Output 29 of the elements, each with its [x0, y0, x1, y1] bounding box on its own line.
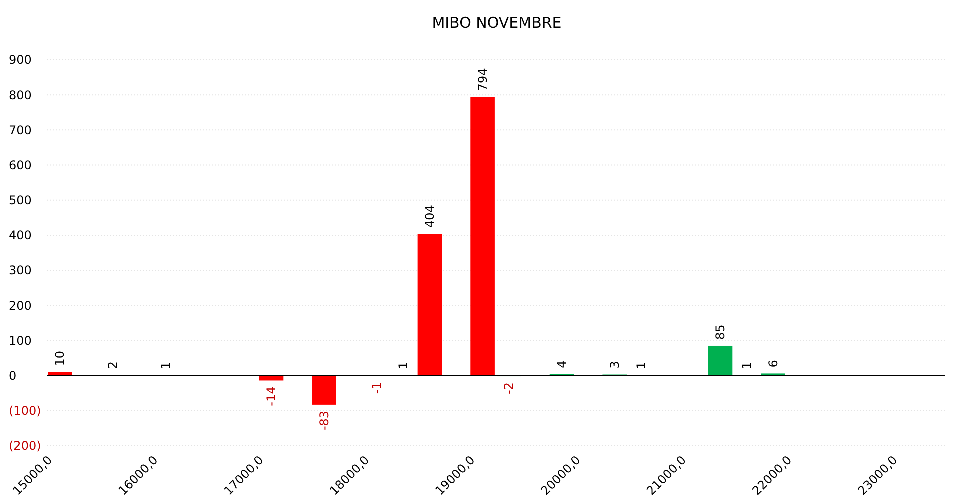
- data-label: -1: [370, 382, 384, 394]
- data-label: 10: [53, 351, 68, 366]
- y-tick-label: (100): [9, 404, 42, 418]
- chart-title: MIBO NOVEMBRE: [432, 14, 562, 32]
- data-label: 1: [740, 362, 754, 370]
- data-label: 1: [634, 362, 648, 370]
- y-tick-label: 200: [9, 298, 32, 313]
- y-tick-label: 300: [9, 264, 32, 278]
- data-label: 794: [476, 68, 490, 92]
- y-tick-label: 700: [9, 123, 32, 138]
- y-tick-label: 500: [9, 194, 32, 208]
- data-label: -14: [264, 386, 278, 406]
- data-label: 3: [608, 361, 622, 369]
- data-label: 1: [158, 362, 173, 370]
- data-label: 1: [396, 362, 411, 370]
- data-label: 2: [106, 361, 120, 370]
- data-label: 404: [422, 205, 437, 228]
- y-tick-label: 400: [9, 228, 32, 243]
- y-tick-label: 600: [9, 158, 32, 172]
- data-label: 4: [555, 360, 570, 368]
- data-label: -83: [317, 410, 332, 431]
- y-tick-label: (200): [9, 439, 42, 454]
- y-tick-label: 0: [9, 369, 17, 384]
- data-label: 85: [714, 324, 728, 340]
- data-label: 6: [766, 360, 780, 368]
- y-tick-label: 900: [9, 53, 32, 68]
- data-label: -2: [502, 382, 516, 394]
- y-tick-label: 800: [9, 88, 32, 102]
- y-tick-label: 100: [9, 334, 32, 348]
